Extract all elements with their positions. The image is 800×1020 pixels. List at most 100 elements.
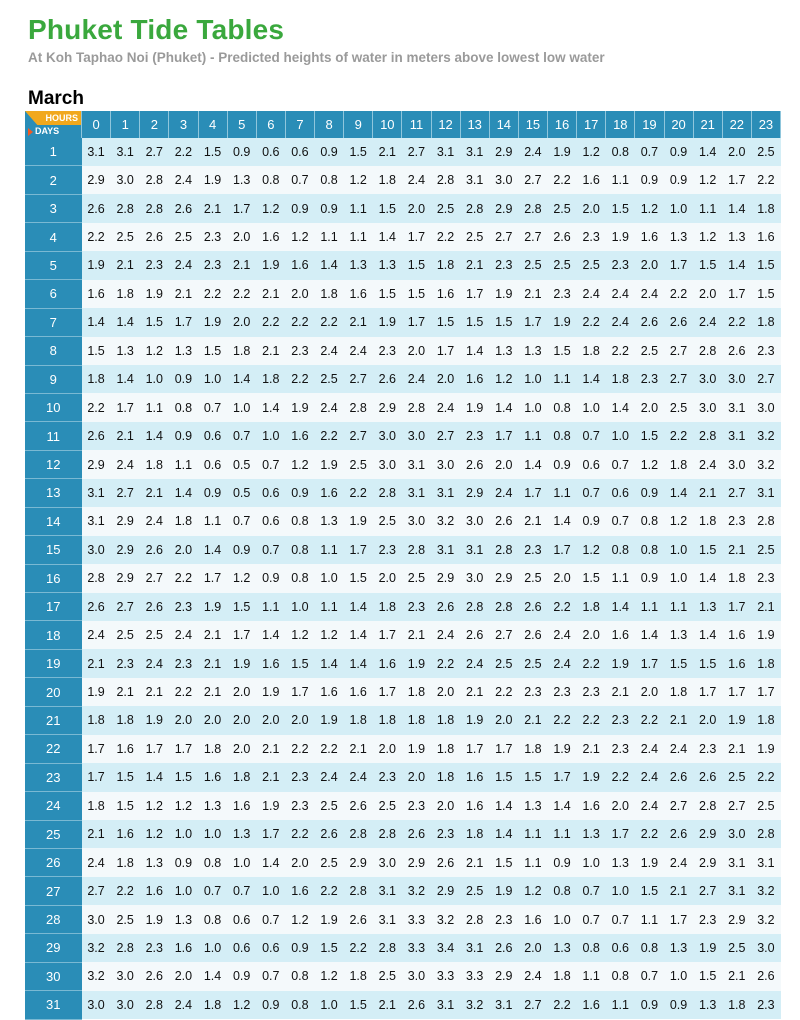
tide-height-cell: 2.2 (343, 478, 373, 508)
tide-height-cell: 1.0 (576, 393, 606, 422)
tide-height-cell: 2.0 (168, 706, 198, 735)
tide-height-cell: 2.2 (664, 421, 694, 451)
day-cell: 2 (25, 165, 82, 195)
tide-height-cell: 1.1 (605, 564, 635, 593)
tide-height-cell: 2.3 (285, 791, 315, 820)
tide-height-cell: 3.0 (81, 535, 111, 565)
tide-height-cell: 3.1 (431, 535, 461, 565)
tide-height-cell: 1.9 (256, 791, 286, 820)
tide-height-cell: 2.5 (110, 905, 140, 934)
tide-height-cell: 1.8 (110, 848, 140, 877)
tide-height-cell: 0.9 (664, 165, 694, 195)
tide-height-cell: 1.5 (489, 763, 519, 792)
tide-height-cell: 0.9 (227, 535, 257, 565)
tide-height-cell: 1.2 (664, 507, 694, 536)
tide-height-cell: 2.0 (285, 848, 315, 877)
tide-height-cell: 2.6 (460, 620, 490, 650)
tide-height-cell: 1.8 (314, 279, 344, 309)
tide-height-cell: 2.5 (139, 620, 169, 650)
tide-height-cell: 2.3 (372, 535, 402, 565)
tide-height-cell: 2.6 (372, 365, 402, 394)
table-row: 20 1.9 2.1 2.1 2.2 2.1 2.0 1.9 1.7 1.6 1.6 1.7 1.8 2.… (25, 677, 781, 707)
tide-height-cell: 1.3 (227, 165, 257, 195)
tide-height-cell: 2.1 (110, 677, 140, 707)
tide-height-cell: 1.0 (518, 365, 548, 394)
tide-height-cell: 2.9 (81, 450, 111, 479)
tide-height-cell: 2.4 (605, 308, 635, 337)
tide-height-cell: 2.2 (547, 165, 577, 195)
tide-height-cell: 2.1 (518, 706, 548, 735)
tide-height-cell: 1.1 (634, 905, 664, 934)
hour-header-5: 5 (227, 111, 257, 138)
tide-height-cell: 0.7 (227, 421, 257, 451)
tide-table-page: Phuket Tide Tables At Koh Taphao Noi (Ph… (25, 14, 782, 1020)
tide-height-cell: 2.2 (634, 706, 664, 735)
tide-height-cell: 2.7 (518, 165, 548, 195)
tide-height-cell: 3.1 (751, 848, 781, 877)
tide-height-cell: 0.9 (314, 194, 344, 223)
tide-height-cell: 0.9 (285, 478, 315, 508)
tide-height-cell: 1.5 (110, 791, 140, 820)
table-row: 4 2.2 2.5 2.6 2.5 2.3 2.0 1.6 1.2 1.1 1.1 1.4 1.7 2.2… (25, 222, 781, 252)
tide-height-cell: 3.1 (722, 393, 752, 422)
tide-height-cell: 1.9 (227, 649, 257, 678)
tide-height-cell: 1.0 (547, 905, 577, 934)
hours-header-row: HOURS DAYS 0 1 2 3 4 5 6 7 8 9 10 11 12 13 14 15 16 17 18 1… (25, 111, 782, 138)
tide-height-cell: 1.4 (547, 791, 577, 820)
tide-height-cell: 0.5 (227, 450, 257, 479)
tide-height-cell: 2.7 (664, 791, 694, 820)
tide-height-cell: 2.5 (401, 564, 431, 593)
tide-height-cell: 1.4 (343, 649, 373, 678)
tide-height-cell: 0.7 (227, 876, 257, 906)
hour-header-4: 4 (198, 111, 228, 138)
tide-height-cell: 3.2 (81, 962, 111, 991)
day-cell: 21 (25, 706, 82, 736)
tide-height-cell: 2.3 (518, 535, 548, 565)
tide-height-cell: 2.2 (605, 336, 635, 365)
tide-height-cell: 3.0 (81, 905, 111, 934)
tide-height-cell: 3.2 (751, 876, 781, 906)
tide-height-cell: 2.8 (401, 535, 431, 565)
tide-height-cell: 2.7 (693, 876, 723, 906)
tide-height-cell: 1.8 (751, 649, 781, 678)
tide-height-cell: 2.4 (664, 848, 694, 877)
tide-height-cell: 1.8 (722, 564, 752, 593)
tide-height-cell: 2.2 (227, 279, 257, 309)
tide-height-cell: 3.1 (460, 933, 490, 963)
tide-height-cell: 3.1 (460, 165, 490, 195)
tide-height-cell: 1.4 (256, 620, 286, 650)
tide-height-cell: 0.9 (168, 365, 198, 394)
tide-height-cell: 2.4 (547, 649, 577, 678)
tide-height-cell: 1.5 (314, 933, 344, 963)
tide-height-cell: 1.5 (693, 962, 723, 991)
tide-height-cell: 1.0 (227, 848, 257, 877)
table-row: 13 3.1 2.7 2.1 1.4 0.9 0.5 0.6 0.9 1.6 2.2 2.8 3.1 3.… (25, 478, 781, 508)
tide-height-cell: 3.1 (81, 138, 111, 166)
tide-height-cell: 2.6 (664, 308, 694, 337)
tide-height-cell: 3.3 (401, 933, 431, 963)
tide-height-cell: 2.4 (664, 734, 694, 764)
tide-height-cell: 1.9 (693, 933, 723, 963)
tide-height-cell: 2.2 (722, 308, 752, 337)
tide-height-cell: 2.7 (139, 138, 169, 166)
tide-height-cell: 2.4 (460, 649, 490, 678)
tide-height-cell: 1.9 (198, 308, 228, 337)
tide-height-cell: 3.0 (110, 165, 140, 195)
tide-height-cell: 1.6 (634, 222, 664, 252)
tide-height-cell: 1.8 (372, 165, 402, 195)
tide-height-cell: 3.3 (401, 905, 431, 934)
tide-height-cell: 1.9 (139, 706, 169, 735)
day-cell: 3 (25, 194, 82, 224)
tide-height-cell: 2.0 (431, 791, 461, 820)
tide-height-cell: 2.3 (751, 990, 781, 1020)
tide-height-cell: 2.6 (489, 933, 519, 963)
tide-height-cell: 1.7 (227, 194, 257, 223)
tide-height-cell: 0.6 (605, 478, 635, 508)
tide-height-cell: 1.6 (256, 649, 286, 678)
tide-height-cell: 0.6 (605, 933, 635, 963)
day-cell: 19 (25, 649, 82, 679)
tide-height-cell: 2.5 (431, 194, 461, 223)
tide-height-cell: 2.1 (198, 649, 228, 678)
tide-height-cell: 1.9 (547, 308, 577, 337)
tide-height-cell: 2.9 (431, 564, 461, 593)
